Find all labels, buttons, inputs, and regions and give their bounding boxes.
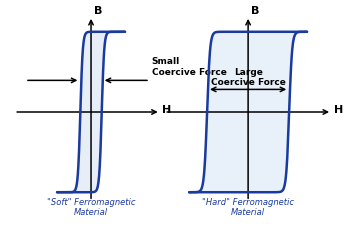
Polygon shape (189, 33, 307, 192)
Text: "Hard" Ferromagnetic
Material: "Hard" Ferromagnetic Material (202, 197, 294, 216)
Text: B: B (251, 6, 259, 16)
Polygon shape (189, 33, 307, 192)
Polygon shape (57, 33, 125, 192)
Text: Large
Coercive Force: Large Coercive Force (211, 67, 286, 87)
Text: H: H (162, 104, 172, 114)
Text: B: B (94, 6, 102, 16)
Polygon shape (57, 33, 125, 192)
Text: "Soft" Ferromagnetic
Material: "Soft" Ferromagnetic Material (47, 197, 135, 216)
Text: H: H (334, 104, 343, 114)
Text: Small
Coercive Force: Small Coercive Force (152, 57, 227, 76)
